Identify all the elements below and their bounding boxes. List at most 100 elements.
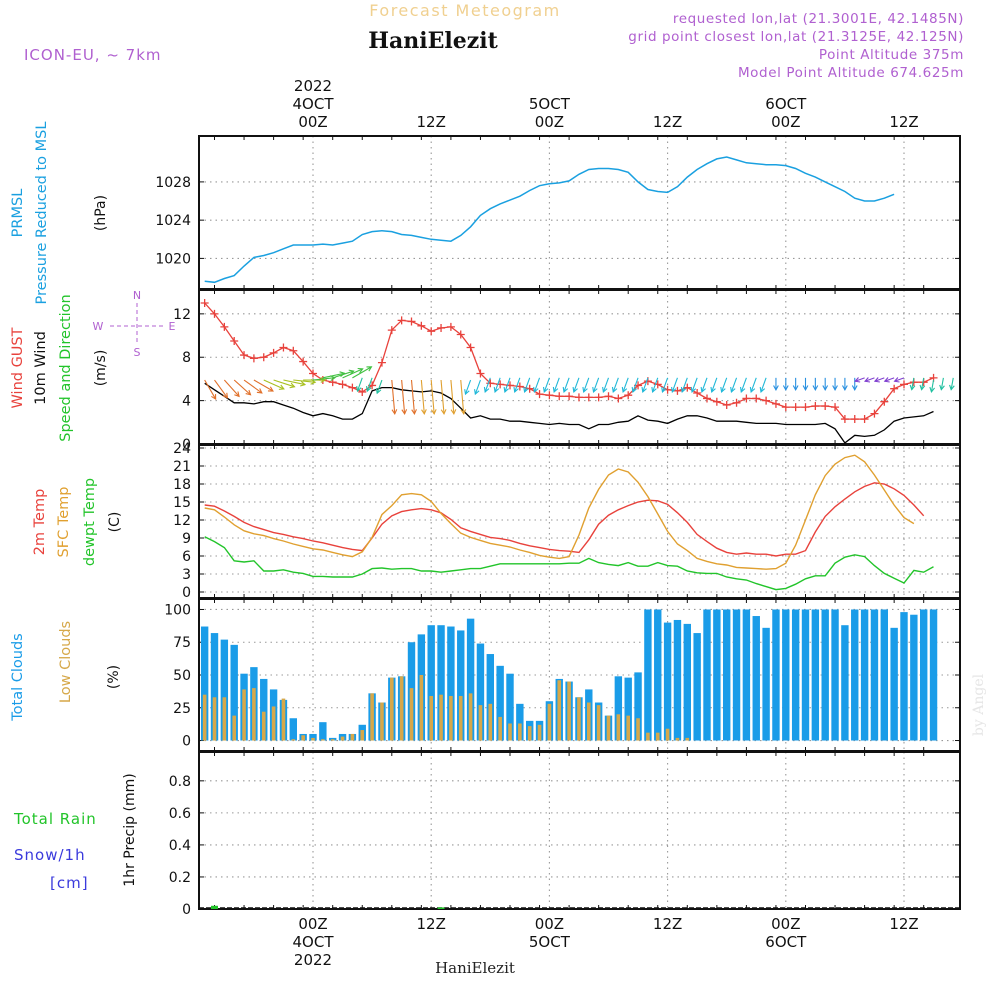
gust-marker [358,387,367,396]
total-clouds-bar [851,609,859,741]
total-clouds-bar [870,609,879,741]
low-clouds-bar [596,705,601,741]
total-clouds-bar [900,612,908,741]
gust-marker [200,299,209,308]
top-tick-label-0-1: 4OCT [293,95,335,113]
total-clouds-bar [496,665,504,741]
gust-marker [693,389,702,398]
low-clouds-bar [281,698,286,741]
wind-gust-label: Wind GUST [10,327,26,408]
gust-marker [840,415,849,424]
gust-marker [831,403,840,412]
bottom-tick-label-0-0: 00Z [298,915,327,933]
total-clouds-bar [309,733,317,741]
pressure-msl-label: Pressure Reduced to MSL [34,122,50,305]
low-clouds-bar [508,723,512,741]
low-clouds-bar [340,736,345,741]
gust-marker [299,357,308,366]
temp-unit-label: (C) [107,512,123,533]
low-clouds-bar [271,706,276,741]
total-clouds-bar [506,673,514,741]
watermark: by Angel [971,673,987,736]
low-clouds-bar [547,703,552,741]
total-clouds-bar [654,609,662,741]
dewpt-label: dewpt Temp [82,478,98,566]
panel-0-ytick-2: 1028 [155,175,191,191]
top-tick-label-2-0: 5OCT [529,95,571,113]
gust-marker [742,394,751,403]
low-clouds-bar [488,703,493,741]
top-tick-label-3-0: 12Z [653,113,682,131]
rain-bar [437,907,445,909]
gust-marker [791,403,800,412]
snow-label: Snow/1h [14,846,86,864]
gust-marker [752,394,761,403]
total-clouds-bar [624,677,632,741]
total-clouds-bar [880,609,888,741]
low-clouds-bar [646,732,650,741]
panel-4-ytick-3: 0.6 [169,806,191,822]
low-clouds-bar [330,739,335,741]
point-altitude: Point Altitude 375m [819,47,964,63]
total-clouds-bar [890,627,898,741]
total-clouds-bar [644,609,652,741]
total-clouds-bar [220,639,229,741]
low-clouds-bar [449,695,453,741]
total-clouds-bar [663,622,672,741]
wind-unit-label: (m/s) [93,350,109,387]
compass-e: E [169,320,176,333]
panel-2-ytick-1: 3 [182,567,191,583]
total-clouds-bar [929,609,938,741]
gust-marker [574,393,583,402]
rain-bar [211,905,218,909]
pressure-unit-label: (hPa) [93,195,109,231]
gust-marker [446,322,455,331]
low-clouds-bar [527,726,532,741]
total-clouds-bar [437,625,445,741]
low-clouds-bar [655,732,660,741]
total-clouds-bar [260,678,268,741]
low-clouds-bar [350,733,355,741]
gust-marker [348,383,357,392]
low-clouds-bar [252,688,256,741]
gust-marker [289,346,298,355]
gust-marker [732,398,741,407]
prmsl-series-line [204,156,895,284]
panel-3-ytick-2: 50 [173,668,191,684]
low-clouds-bar [399,676,404,741]
gust-marker [466,343,475,352]
sfc-temp-series-line [204,454,915,570]
top-tick-label-5-0: 12Z [889,113,918,131]
low-clouds-bar [390,677,394,741]
gust-marker [811,402,820,411]
low-clouds-bar [311,737,315,741]
gust-marker [397,316,406,325]
total-clouds-bar [210,633,219,741]
total-clouds-bar [782,609,790,741]
total-clouds-bar [673,619,682,741]
model-point-altitude: Model Point Altitude 674.625m [738,65,964,81]
panel-1-ytick-1: 4 [182,394,191,410]
gust-marker [900,380,908,389]
panel-2-ytick-3: 9 [182,531,191,547]
total-clouds-bar [831,609,839,741]
panel-0-ytick-0: 1020 [155,251,191,267]
panel-3-ytick-3: 75 [173,635,191,651]
top-tick-label-2-1: 00Z [535,113,564,131]
low-clouds-bar [291,739,296,741]
low-clouds-bar [636,718,640,741]
gust-marker [890,384,899,393]
total-clouds-bar [200,626,209,741]
gust-marker [525,384,534,393]
gust-marker [703,394,711,403]
gust-marker [338,380,347,389]
wind-direction-arrows [204,366,955,416]
bottom-tick-label-1-0: 12Z [417,915,446,933]
panel-2-ytick-8: 24 [173,441,191,457]
panel-1: 0 4 8 12 [173,290,961,453]
panel-4-ytick-1: 0.2 [169,870,191,886]
gust-marker [762,396,771,405]
gust-marker [259,353,268,362]
total-clouds-bar [693,633,701,741]
